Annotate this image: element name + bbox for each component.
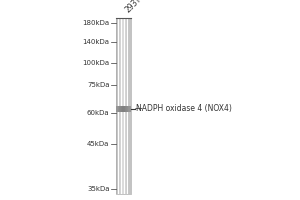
Text: 75kDa: 75kDa: [87, 82, 110, 88]
Text: 100kDa: 100kDa: [82, 60, 109, 66]
Bar: [120, 18, 121, 194]
Bar: [124, 106, 125, 112]
Bar: [116, 18, 117, 194]
Bar: [116, 18, 130, 194]
Bar: [116, 106, 117, 112]
Bar: [121, 18, 122, 194]
Text: 293T: 293T: [124, 0, 144, 14]
Bar: [127, 18, 128, 194]
Bar: [124, 18, 125, 194]
Bar: [126, 106, 127, 112]
Text: NADPH oxidase 4 (NOX4): NADPH oxidase 4 (NOX4): [136, 104, 232, 114]
Bar: [123, 106, 124, 112]
Text: 180kDa: 180kDa: [82, 20, 109, 26]
Text: 140kDa: 140kDa: [82, 39, 109, 45]
Bar: [119, 18, 120, 194]
Bar: [128, 106, 129, 112]
Bar: [120, 106, 121, 112]
Text: —: —: [135, 104, 142, 114]
Bar: [118, 18, 119, 194]
Bar: [118, 106, 119, 112]
Bar: [118, 106, 119, 112]
Bar: [117, 18, 118, 194]
Bar: [123, 18, 124, 194]
Text: 60kDa: 60kDa: [87, 110, 110, 116]
Bar: [117, 106, 118, 112]
Bar: [125, 18, 126, 194]
Bar: [125, 106, 126, 112]
Bar: [128, 18, 129, 194]
Bar: [122, 18, 123, 194]
Bar: [119, 106, 120, 112]
Bar: [129, 18, 130, 194]
Bar: [126, 18, 127, 194]
Text: 35kDa: 35kDa: [87, 186, 110, 192]
Bar: [129, 106, 130, 112]
Text: 45kDa: 45kDa: [87, 141, 110, 147]
Bar: [122, 106, 123, 112]
Bar: [121, 106, 122, 112]
